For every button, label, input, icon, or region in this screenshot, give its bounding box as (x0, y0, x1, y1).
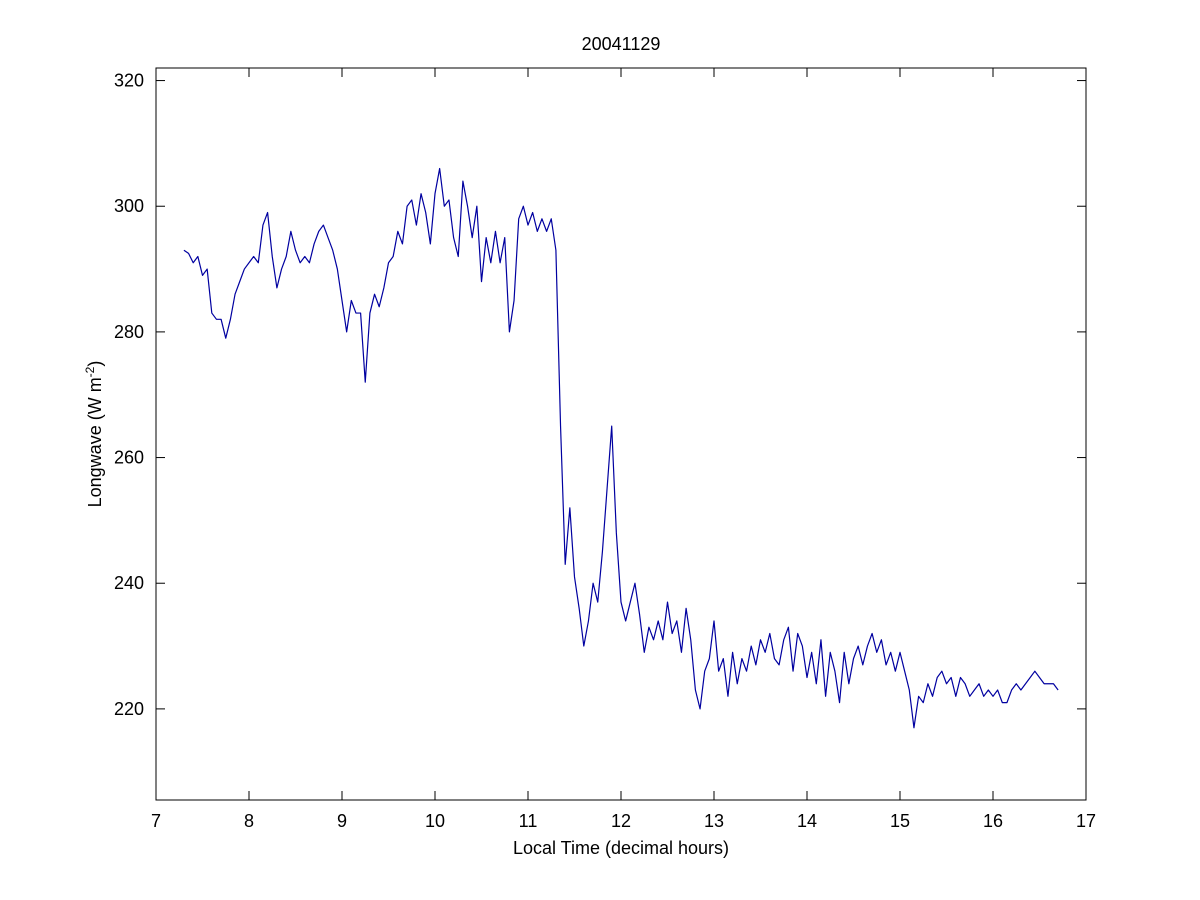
x-tick-label: 8 (244, 811, 254, 831)
x-tick-label: 17 (1076, 811, 1096, 831)
x-tick-label: 7 (151, 811, 161, 831)
y-label-end: ) (85, 361, 105, 367)
chart-title: 20041129 (582, 34, 661, 54)
y-tick-label: 320 (114, 71, 144, 91)
x-tick-label: 16 (983, 811, 1003, 831)
y-tick-label: 280 (114, 322, 144, 342)
y-tick-label: 300 (114, 196, 144, 216)
x-tick-label: 14 (797, 811, 817, 831)
y-axis-label: Longwave (W m-2) (83, 361, 105, 508)
y-tick-label: 220 (114, 699, 144, 719)
y-tick-label: 240 (114, 573, 144, 593)
data-line (183, 167, 1059, 729)
y-tick-label: 260 (114, 448, 144, 468)
x-tick-label: 12 (611, 811, 631, 831)
x-tick-label: 11 (519, 811, 538, 831)
x-tick-label: 9 (337, 811, 347, 831)
x-axis-label: Local Time (decimal hours) (513, 838, 729, 858)
x-tick-label: 13 (704, 811, 724, 831)
x-tick-label: 15 (890, 811, 910, 831)
x-tick-label: 10 (425, 811, 445, 831)
y-label-main: Longwave (W m (85, 377, 105, 507)
y-label-sup: -2 (83, 366, 97, 377)
